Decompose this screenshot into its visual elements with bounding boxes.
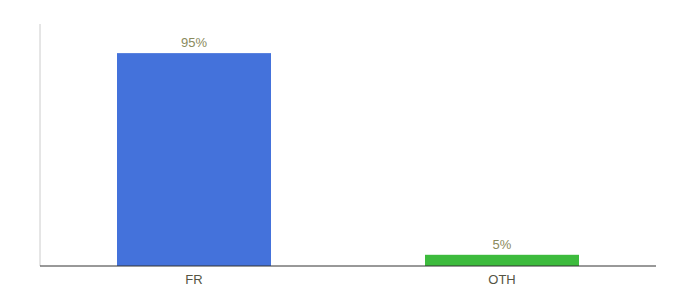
bar — [117, 53, 271, 266]
x-tick-label: OTH — [488, 272, 515, 287]
data-label: 5% — [493, 237, 512, 252]
bar — [425, 255, 579, 266]
y-axis-line — [40, 24, 41, 266]
x-tick-label: FR — [185, 272, 202, 287]
chart-container: 95% 5% FR OTH — [0, 0, 680, 300]
data-label: 95% — [181, 35, 207, 50]
x-axis-line — [40, 266, 656, 267]
chart-svg: 95% 5% FR OTH — [0, 0, 680, 300]
data-labels: 95% 5% — [181, 35, 512, 252]
bars — [117, 53, 579, 266]
x-tick-labels: FR OTH — [185, 272, 515, 287]
